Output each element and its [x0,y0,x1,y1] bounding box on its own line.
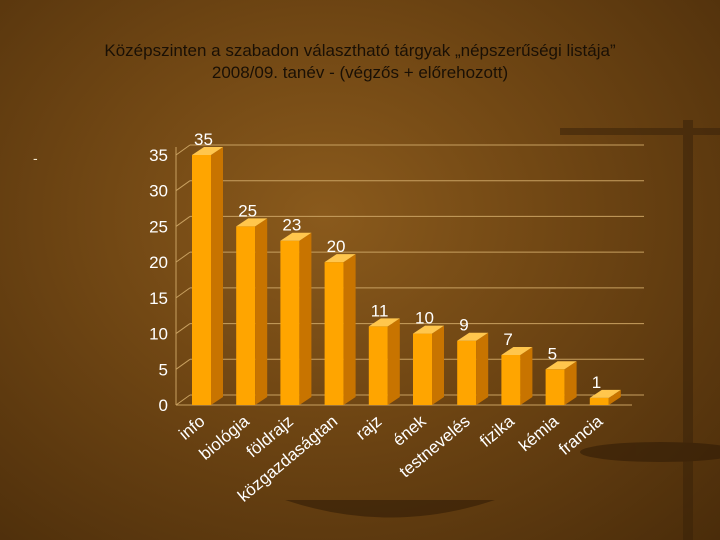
bar-front [589,397,609,405]
bar-side [564,361,577,405]
gridline-depth [175,287,191,299]
y-tick-label: 15 [149,289,168,308]
bar-side [299,232,312,405]
bar-side [343,254,356,405]
bar-front [457,340,477,405]
data-label: 5 [548,344,557,363]
bar-front [280,240,300,405]
bar-front [545,369,565,405]
x-tick-label: biológia [196,411,254,464]
bar [280,232,312,405]
bar-side [432,325,444,405]
x-tick-label: fizika [476,411,518,451]
gridline-depth [175,251,191,263]
bar-top [545,361,577,370]
data-label: 20 [327,237,346,256]
bar-top [457,332,489,341]
bar-side [211,147,223,405]
y-tick-label: 25 [149,217,168,236]
bar [545,361,577,405]
scale-pole [683,120,693,540]
data-labels: 35 25 23 20 11 10 9 7 5 1 [194,130,601,392]
data-label: 10 [415,309,434,328]
bar-side [255,218,268,405]
bar [324,254,356,405]
data-label: 23 [282,216,301,235]
bar-series [192,147,621,405]
bar [413,325,444,405]
bar-top [589,389,621,398]
scale-beam [560,128,720,135]
bar-front [236,226,256,405]
bar-front [413,333,432,405]
y-tick-label: 0 [159,396,168,415]
data-label: 1 [592,373,601,392]
balance-scale-illustration [285,120,720,540]
gridline-depth [175,216,191,227]
bar-side [608,389,621,405]
bar [192,147,223,405]
slide-title-line-1: Középszinten a szabadon választható tárg… [104,41,616,60]
bar-front [368,326,388,405]
bar-top [368,318,400,327]
scale-pan-left [285,500,495,518]
y-tick-label: 35 [149,146,168,165]
x-tick-label: info [175,412,208,444]
y-tick-label: 5 [159,360,168,379]
slide-title-line-2: 2008/09. tanév - (végzős + előrehozott) [211,63,509,82]
slide-title: Középszinten a szabadon választható tárg… [0,40,720,84]
bar [589,389,621,405]
y-tick-labels: 0 5 10 15 20 25 30 35 [149,146,168,415]
bar-side [520,347,533,405]
gridline-depth [175,394,191,406]
bar-top [501,347,533,355]
bar-side [387,318,400,405]
data-label: 25 [238,201,257,220]
bar [501,347,533,405]
bar-top [192,147,223,155]
bar [236,218,268,405]
bar-side [476,332,489,405]
bar-top [324,254,356,263]
gridline-depth [175,358,191,370]
bar-top [280,232,312,241]
stray-dash-mark: - [33,150,38,166]
data-label: 35 [194,130,213,149]
y-tick-label: 20 [149,253,168,272]
bar [368,318,400,405]
data-label: 11 [371,301,389,320]
scale-pan-right [580,442,720,462]
gridline-depth [175,180,191,192]
data-label: 9 [459,316,468,335]
bar-top [236,218,268,227]
x-tick-label: rajz [352,412,385,444]
x-tick-label: kémia [515,411,562,455]
data-label: 7 [503,330,512,349]
bar-front [501,355,521,405]
bar-top [413,325,444,334]
bar-front [324,262,344,405]
bar-front [192,155,211,405]
gridline-depth [175,144,191,156]
bar [457,332,489,405]
y-tick-label: 10 [149,325,168,344]
y-tick-label: 30 [149,182,168,201]
gridline-depth [175,323,191,334]
